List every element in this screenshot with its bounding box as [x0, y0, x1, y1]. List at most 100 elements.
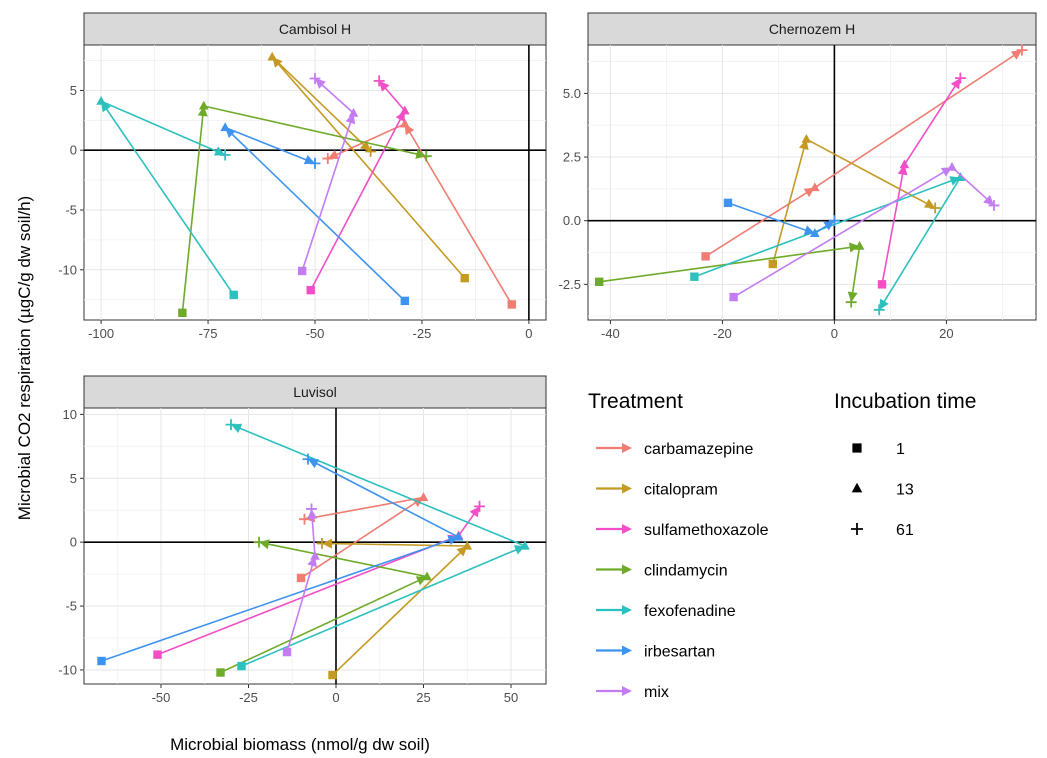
- series-irbesartan: [220, 122, 410, 306]
- legend-label: irbesartan: [644, 644, 715, 661]
- series-irbesartan: [723, 198, 840, 237]
- legend-treatment-title: Treatment: [588, 390, 683, 413]
- y-tick-label: -10: [58, 262, 77, 277]
- y-tick-label: 5.0: [563, 86, 581, 101]
- series-sulfamethoxazole: [877, 72, 966, 289]
- series-citalopram: [267, 51, 469, 283]
- data-point-square: [296, 573, 306, 583]
- series-segment: [157, 535, 459, 656]
- data-point-plus: [225, 419, 237, 431]
- data-point-square: [153, 650, 162, 659]
- data-point-triangle: [400, 105, 410, 115]
- data-point-square: [507, 300, 516, 309]
- data-point-square: [97, 656, 106, 666]
- plot-content-luvisol: [84, 408, 546, 684]
- series-segment: [727, 202, 816, 235]
- series-segment: [100, 100, 235, 296]
- data-point-plus: [474, 500, 485, 512]
- y-tick-label: 0: [70, 535, 77, 550]
- strip-luvisol: [83, 375, 547, 409]
- y-tick-label: -5: [65, 203, 77, 218]
- series-segment: [881, 164, 906, 285]
- series-segment: [230, 423, 526, 547]
- data-point-triangle: [267, 51, 278, 61]
- legend-label: carbamazepine: [644, 441, 754, 458]
- data-point-triangle: [220, 122, 230, 132]
- data-point-square: [723, 198, 733, 208]
- series-fexofenadine: [96, 95, 238, 300]
- y-tick-label: 2.5: [563, 150, 581, 165]
- arrow-head: [231, 423, 243, 434]
- series-segment: [181, 105, 205, 313]
- x-axis-title: Microbial biomass (nmol/g dw soil): [170, 735, 430, 754]
- x-tick-label: 50: [504, 690, 518, 705]
- arrow-head: [1010, 50, 1022, 60]
- x-tick-label: -25: [413, 326, 432, 341]
- arrow-head: [315, 78, 326, 89]
- data-point-plus: [420, 150, 432, 162]
- legend-time-13: 13: [851, 482, 914, 499]
- data-point-plus: [219, 149, 231, 161]
- data-point-square: [229, 290, 238, 300]
- x-tick-label: 0: [831, 326, 838, 341]
- data-point-plus: [365, 145, 377, 157]
- data-point-triangle: [955, 172, 966, 181]
- legend-item-clindamycin: clindamycin: [596, 563, 728, 580]
- series-mix: [729, 161, 1000, 302]
- x-tick-label: -50: [152, 690, 171, 705]
- data-point-square: [877, 280, 887, 289]
- arrow-head: [950, 78, 961, 90]
- legend-time-label: 1: [896, 441, 905, 458]
- x-tick-label: 20: [939, 326, 953, 341]
- x-tick-label: -40: [601, 326, 620, 341]
- data-point-triangle: [96, 95, 106, 105]
- data-point-plus: [309, 157, 321, 169]
- data-point-plus: [306, 503, 317, 515]
- data-point-triangle: [801, 133, 812, 143]
- data-point-plus: [929, 202, 941, 214]
- legend-key-arrow: [622, 645, 632, 656]
- legend-treatment-entries: carbamazepine citalopram sulfamethoxazole c…: [596, 441, 769, 701]
- y-axis-title: Microbial CO2 respiration (µgC/g dw soil…: [15, 196, 34, 520]
- arrow-head: [197, 105, 208, 117]
- data-point-square: [701, 252, 710, 261]
- arrow-head: [879, 298, 889, 310]
- y-tick-label: 0.0: [563, 213, 581, 228]
- arrow-head: [303, 155, 315, 165]
- data-point-triangle: [947, 161, 957, 171]
- data-point-triangle: [462, 540, 473, 550]
- series-segment: [331, 545, 468, 676]
- x-tick-label: 0: [332, 690, 339, 705]
- arrow-head: [823, 220, 835, 231]
- arrow-head: [849, 242, 860, 253]
- series-sulfamethoxazole: [306, 75, 410, 295]
- arrow-head: [847, 291, 858, 303]
- y-tick-label: 5: [70, 471, 77, 486]
- data-point-square: [178, 308, 187, 318]
- series-segment: [814, 49, 1023, 189]
- series-segment: [321, 542, 468, 547]
- arrow-head: [469, 506, 480, 518]
- data-point-square: [306, 285, 315, 295]
- plot-content-chernozem-h: [588, 44, 1036, 320]
- series-segment: [286, 555, 316, 653]
- legend-time-label: 13: [896, 482, 914, 499]
- legend-key-arrow: [622, 443, 632, 453]
- series-segment: [271, 56, 372, 152]
- legend: Treatment Incubation time carbamazepinec…: [588, 390, 976, 701]
- data-point-square: [237, 661, 246, 671]
- data-point-triangle: [422, 571, 432, 581]
- legend-item-mix: mix: [596, 684, 669, 701]
- data-point-plus: [316, 537, 328, 549]
- series-segment: [271, 56, 466, 279]
- data-point-plus: [828, 215, 840, 227]
- legend-item-sulfamethoxazole: sulfamethoxazole: [596, 522, 769, 539]
- arrow-head: [308, 459, 320, 469]
- panel-chernozem-h: Chernozem H -40 -20 0 20 -2.5 0.0 2.5 5.0: [559, 12, 1037, 341]
- data-point-square: [282, 647, 292, 657]
- legend-item-irbesartan: irbesartan: [596, 644, 715, 661]
- data-point-square: [297, 266, 307, 276]
- data-point-triangle: [310, 550, 320, 560]
- legend-time-entries: 1 13 61: [851, 441, 914, 539]
- series-segment: [203, 105, 427, 157]
